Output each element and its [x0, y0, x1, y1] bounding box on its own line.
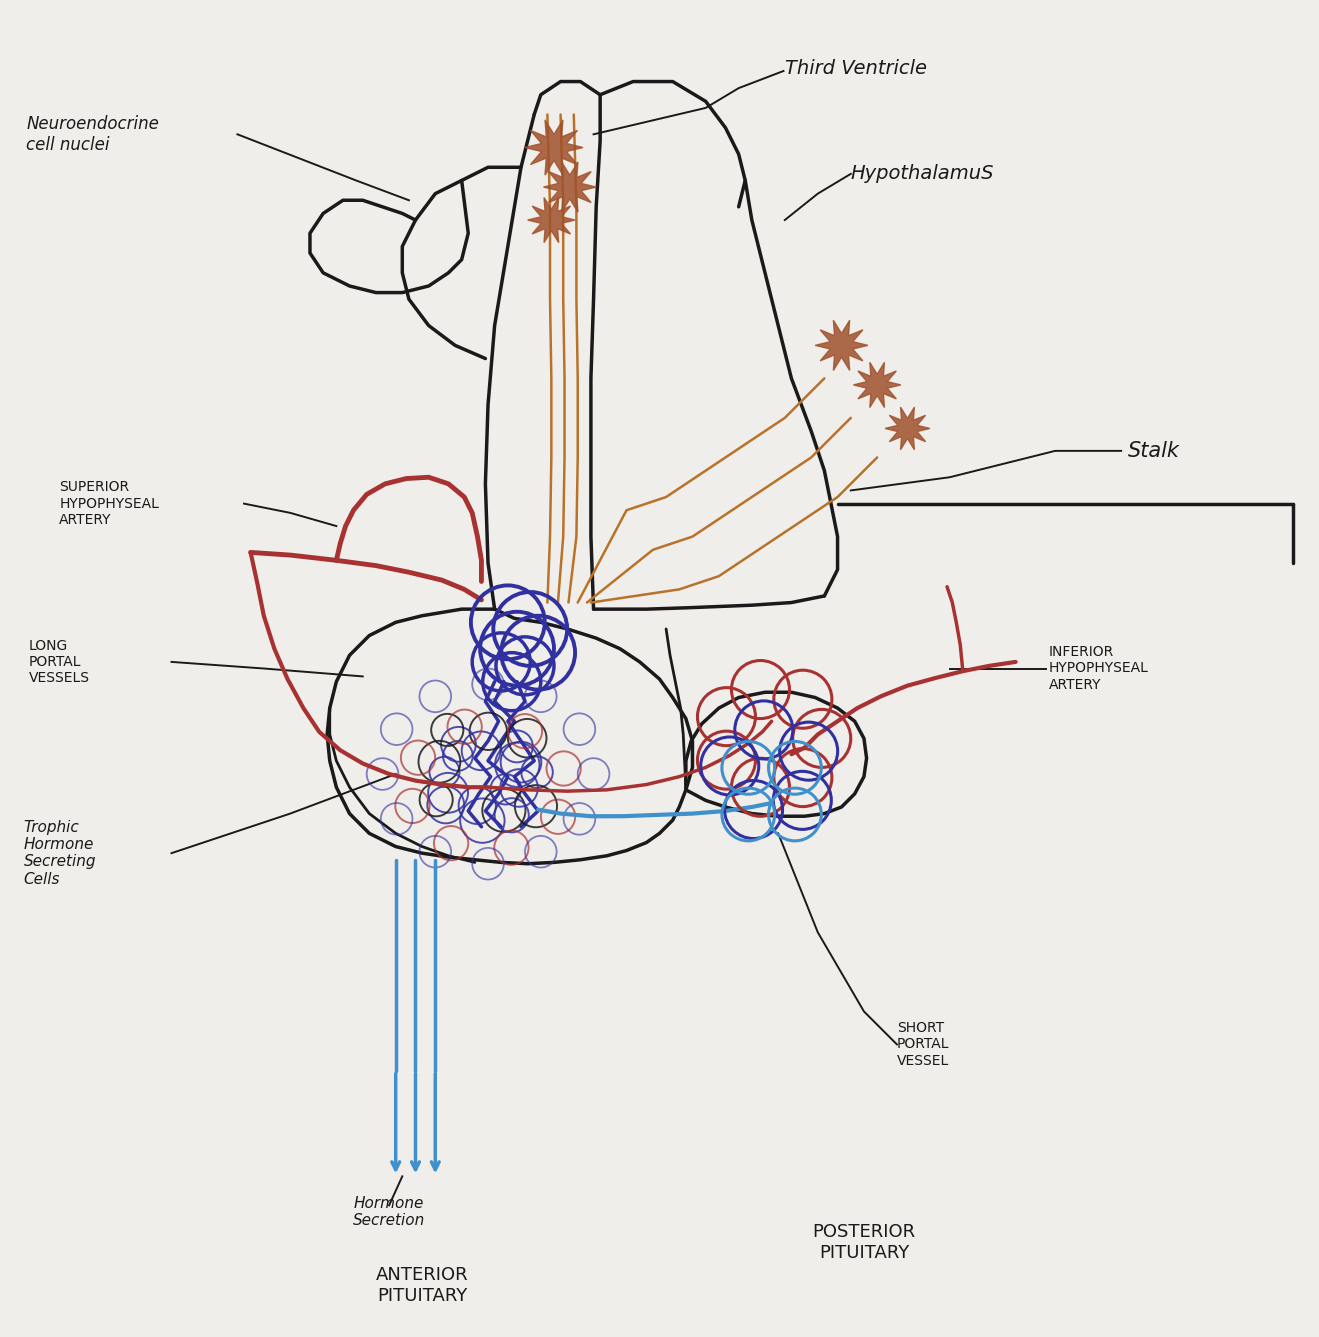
- Text: POSTERIOR
PITUITARY: POSTERIOR PITUITARY: [813, 1223, 915, 1262]
- Text: ANTERIOR
PITUITARY: ANTERIOR PITUITARY: [376, 1266, 468, 1305]
- Polygon shape: [525, 120, 583, 175]
- Text: LONG
PORTAL
VESSELS: LONG PORTAL VESSELS: [29, 639, 90, 685]
- Text: Third Ventricle: Third Ventricle: [785, 59, 927, 78]
- Polygon shape: [853, 362, 901, 408]
- Text: Trophic
Hormone
Secreting
Cells: Trophic Hormone Secreting Cells: [24, 820, 96, 886]
- Text: HypothalamuS: HypothalamuS: [851, 164, 995, 183]
- Text: Neuroendocrine
cell nuclei: Neuroendocrine cell nuclei: [26, 115, 160, 154]
- Text: INFERIOR
HYPOPHYSEAL
ARTERY: INFERIOR HYPOPHYSEAL ARTERY: [1049, 646, 1149, 691]
- Text: SHORT
PORTAL
VESSEL: SHORT PORTAL VESSEL: [897, 1021, 950, 1068]
- Text: SUPERIOR
HYPOPHYSEAL
ARTERY: SUPERIOR HYPOPHYSEAL ARTERY: [59, 480, 160, 527]
- Polygon shape: [528, 198, 575, 242]
- Text: Stalk: Stalk: [1128, 441, 1179, 461]
- Polygon shape: [815, 321, 868, 370]
- Polygon shape: [543, 162, 596, 213]
- Polygon shape: [885, 406, 930, 449]
- Text: Hormone
Secretion: Hormone Secretion: [353, 1195, 425, 1229]
